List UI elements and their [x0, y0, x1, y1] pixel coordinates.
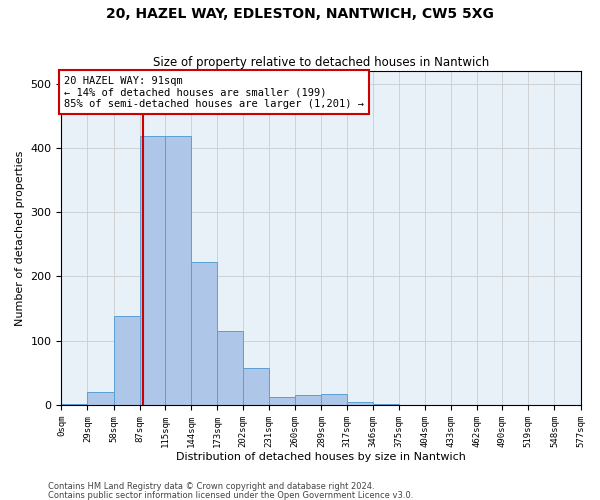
Text: Contains public sector information licensed under the Open Government Licence v3: Contains public sector information licen… [48, 490, 413, 500]
Text: Contains HM Land Registry data © Crown copyright and database right 2024.: Contains HM Land Registry data © Crown c… [48, 482, 374, 491]
Bar [217, 331, 243, 405]
X-axis label: Distribution of detached houses by size in Nantwich: Distribution of detached houses by size … [176, 452, 466, 462]
Bar [140, 136, 165, 405]
Bar [269, 396, 295, 405]
Bar [243, 368, 269, 405]
Bar [165, 136, 191, 405]
Text: 20 HAZEL WAY: 91sqm
← 14% of detached houses are smaller (199)
85% of semi-detac: 20 HAZEL WAY: 91sqm ← 14% of detached ho… [64, 76, 364, 109]
Bar [373, 404, 399, 405]
Bar [295, 394, 322, 405]
Bar [347, 402, 373, 405]
Bar [113, 316, 140, 405]
Bar [322, 394, 347, 405]
Bar [61, 404, 88, 405]
Title: Size of property relative to detached houses in Nantwich: Size of property relative to detached ho… [153, 56, 489, 70]
Y-axis label: Number of detached properties: Number of detached properties [15, 150, 25, 326]
Bar [88, 392, 113, 405]
Bar [191, 262, 217, 405]
Text: 20, HAZEL WAY, EDLESTON, NANTWICH, CW5 5XG: 20, HAZEL WAY, EDLESTON, NANTWICH, CW5 5… [106, 8, 494, 22]
